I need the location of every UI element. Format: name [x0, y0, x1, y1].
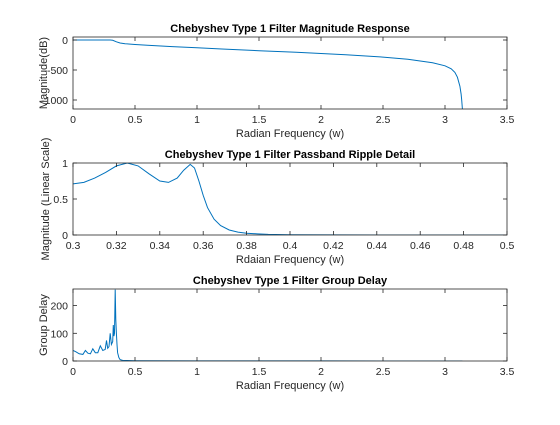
passband-ripple-x-tick-label: 0.48	[453, 240, 474, 252]
magnitude-response-x-tick-label: 1	[194, 114, 200, 126]
group-delay-y-tick-label: 0	[62, 356, 68, 368]
group-delay-x-tick-label: 3	[442, 366, 448, 378]
group-delay-series-line	[73, 289, 463, 361]
passband-ripple-x-tick-label: 0.4	[283, 240, 298, 252]
magnitude-response-x-tick-label: 2	[318, 114, 324, 126]
group-delay-title: Chebyshev Type 1 Filter Group Delay	[193, 275, 388, 287]
magnitude-response-title: Chebyshev Type 1 Filter Magnitude Respon…	[170, 23, 409, 35]
passband-ripple-y-tick-label: 1	[62, 158, 68, 170]
group-delay-x-label: Radian Frequency (w)	[236, 380, 344, 392]
passband-ripple-x-tick-label: 0.5	[500, 240, 515, 252]
passband-ripple-series-line	[73, 163, 507, 235]
magnitude-response-y-tick-label: -500	[47, 65, 68, 77]
group-delay-y-tick-label: 100	[50, 328, 68, 340]
passband-ripple-x-tick-label: 0.36	[193, 240, 214, 252]
magnitude-response-x-label: Radian Frequency (w)	[236, 128, 344, 140]
magnitude-response-x-tick-label: 3	[442, 114, 448, 126]
group-delay-y-label: Group Delay	[38, 294, 50, 356]
magnitude-response-y-label: Magnitude(dB)	[38, 37, 50, 109]
group-delay-x-tick-label: 0.5	[128, 366, 143, 378]
magnitude-response-x-tick-label: 2.5	[376, 114, 391, 126]
passband-ripple-x-tick-label: 0.46	[410, 240, 431, 252]
passband-ripple-axes-box	[72, 162, 508, 236]
magnitude-response-y-tick-label: -1000	[41, 95, 68, 107]
passband-ripple-x-tick-label: 0.38	[236, 240, 257, 252]
magnitude-response-x-tick-label: 3.5	[500, 114, 515, 126]
passband-ripple-y-tick-label: 0.5	[53, 194, 68, 206]
group-delay-x-tick-label: 1.5	[252, 366, 267, 378]
passband-ripple-y-tick-label: 0	[62, 230, 68, 242]
group-delay-x-tick-label: 1	[194, 366, 200, 378]
magnitude-response-series-line	[73, 39, 463, 109]
passband-ripple-title: Chebyshev Type 1 Filter Passband Ripple …	[165, 149, 415, 161]
magnitude-response-y-tick-label: 0	[62, 35, 68, 47]
group-delay-x-tick-label: 3.5	[500, 366, 515, 378]
passband-ripple-x-tick-label: 0.42	[323, 240, 344, 252]
group-delay-axes-box	[72, 288, 508, 362]
passband-ripple-x-label: Rdaian Frequency (w)	[236, 254, 344, 266]
magnitude-response-x-tick-label: 1.5	[252, 114, 267, 126]
passband-ripple-x-tick-label: 0.44	[367, 240, 388, 252]
group-delay-y-tick-label: 200	[50, 301, 68, 313]
group-delay-x-tick-label: 2	[318, 366, 324, 378]
passband-ripple-y-label: Magnitude (Linear Scale)	[40, 138, 52, 261]
passband-ripple-x-tick-label: 0.32	[106, 240, 127, 252]
group-delay-x-tick-label: 0	[70, 366, 76, 378]
passband-ripple-x-tick-label: 0.3	[66, 240, 81, 252]
magnitude-response-x-tick-label: 0	[70, 114, 76, 126]
magnitude-response-axes-box	[72, 36, 508, 110]
magnitude-response-x-tick-label: 0.5	[128, 114, 143, 126]
passband-ripple-x-tick-label: 0.34	[150, 240, 171, 252]
group-delay-x-tick-label: 2.5	[376, 366, 391, 378]
